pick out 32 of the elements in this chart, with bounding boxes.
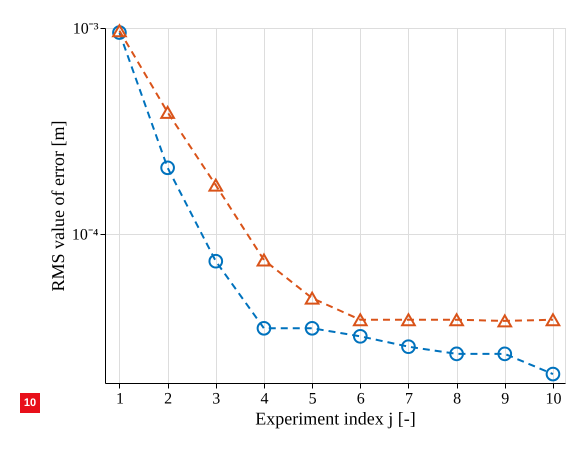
point: [352, 328, 368, 344]
point: [401, 339, 416, 354]
point: [304, 292, 320, 305]
point: [208, 178, 224, 192]
point: [256, 254, 272, 266]
point: [546, 366, 560, 382]
point: [160, 160, 175, 176]
point: [160, 106, 175, 119]
x-axis-title: Experiment index j [-]: [255, 408, 416, 428]
x-tick-label: 4: [260, 390, 268, 408]
point: [449, 313, 464, 326]
point: [352, 313, 368, 326]
x-tick-label: 1: [116, 390, 124, 408]
point: [449, 346, 464, 362]
point: [546, 313, 560, 326]
x-tick-label: 3: [212, 390, 220, 408]
x-tick-label: 9: [501, 390, 510, 408]
x-tick-label: 8: [453, 390, 462, 408]
point: [401, 313, 416, 326]
point: [208, 254, 224, 269]
point: [256, 320, 272, 336]
point: [497, 346, 512, 362]
x-tick-label: 6: [356, 390, 365, 408]
y-tick-label: 10⁻⁴: [72, 226, 99, 244]
y-tick-label: 10⁻³: [72, 20, 99, 38]
x-tick-label: 7: [404, 390, 413, 408]
x-tick-label: 2: [164, 390, 172, 408]
y-axis-title: RMS value of error [m]: [48, 120, 68, 292]
x-tick-label: 5: [308, 390, 317, 408]
x-tick-label: 10: [545, 390, 562, 408]
point: [304, 320, 320, 336]
point: [497, 314, 512, 328]
